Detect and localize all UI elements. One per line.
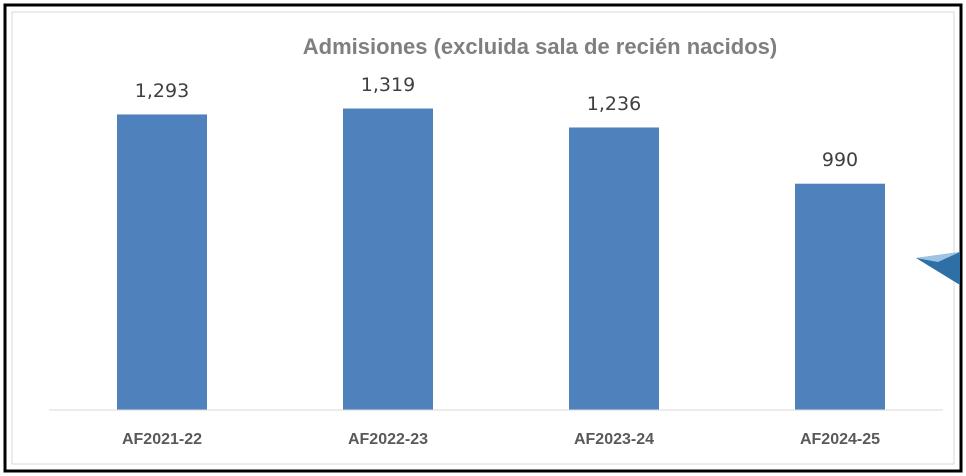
bar: [569, 127, 659, 410]
x-tick-label: AF2024-25: [800, 431, 880, 448]
value-label: 1,293: [135, 80, 189, 102]
inner-frame: [11, 11, 955, 465]
bar: [117, 114, 207, 410]
chart-title: Admisiones (excluida sala de recién naci…: [303, 34, 777, 59]
x-tick-label: AF2021-22: [122, 431, 202, 448]
decoration: [916, 252, 960, 285]
value-label: 1,319: [361, 74, 415, 96]
value-label: 1,236: [587, 93, 641, 115]
bar: [795, 183, 885, 410]
bar: [343, 108, 433, 410]
x-tick-label: AF2023-24: [574, 431, 654, 448]
decoration-highlight: [916, 252, 960, 262]
x-tick-label: AF2022-23: [348, 431, 428, 448]
value-label: 990: [822, 149, 858, 171]
